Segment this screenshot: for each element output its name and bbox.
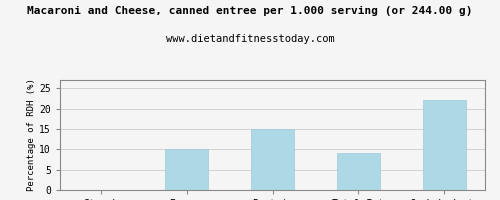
- Y-axis label: Percentage of RDH (%): Percentage of RDH (%): [28, 79, 36, 191]
- Text: Macaroni and Cheese, canned entree per 1.000 serving (or 244.00 g): Macaroni and Cheese, canned entree per 1…: [27, 6, 473, 16]
- Bar: [251, 129, 294, 190]
- Text: www.dietandfitnesstoday.com: www.dietandfitnesstoday.com: [166, 34, 334, 44]
- Bar: [423, 100, 466, 190]
- Bar: [165, 149, 208, 190]
- Bar: [337, 153, 380, 190]
